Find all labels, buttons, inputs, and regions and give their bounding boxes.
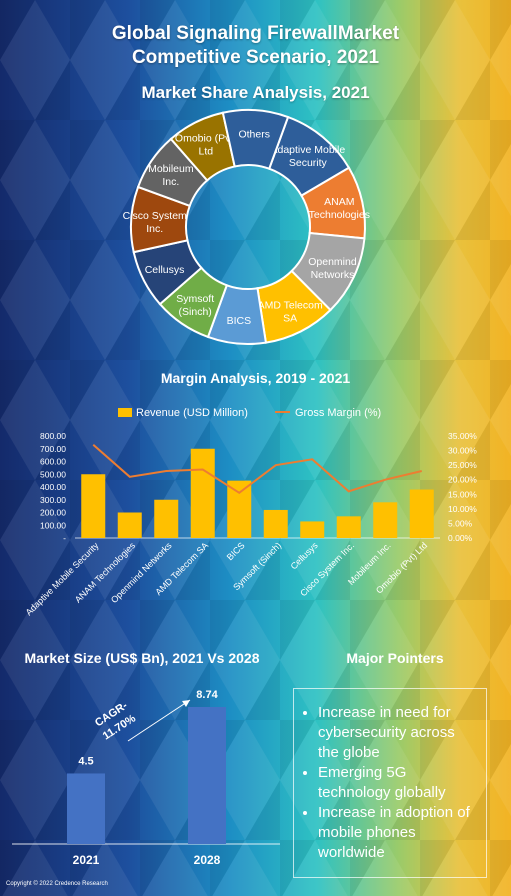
page-title-line2: Competitive Scenario, 2021 [131,47,380,68]
market-size-category-label: 2021 [73,853,100,867]
market-size-bar [188,707,226,844]
donut-slice-label: Adaptive Mobile Security [270,144,345,169]
revenue-bar [81,474,106,538]
y-axis-tick-label: 400.00 [40,482,66,492]
y-axis-tick-label: 500.00 [40,469,66,479]
donut-slice-label: Cellusys [145,264,185,276]
y2-axis-tick-label: 30.00% [448,446,477,456]
pointer-item: Emerging 5G technology globally [318,763,478,803]
y2-axis-tick-label: 20.00% [448,475,477,485]
donut-slice-label: AMD Telecom SA [258,299,323,324]
x-axis-category-label: Cellusys [289,540,320,571]
pointer-item: Increase in need for cybersecurity acros… [318,703,478,763]
x-axis-category-label: ANAM Technologies [73,540,138,605]
y-axis-tick-label: 200.00 [40,508,66,518]
y-axis-tick-label: - [63,533,66,543]
y2-axis-tick-label: 35.00% [448,431,477,441]
market-size-value-label: 4.5 [78,755,93,767]
market-size-bar [67,773,105,844]
market-size-title: Market Size (US$ Bn), 2021 Vs 2028 [24,650,260,666]
market-size-category-label: 2028 [194,853,221,867]
legend-swatch-revenue [118,408,132,417]
y2-axis-tick-label: 10.00% [448,504,477,514]
y-axis-tick-label: 300.00 [40,495,66,505]
revenue-bar [263,509,288,538]
donut-slice-label: BICS [227,315,252,327]
market-share-donut-chart: Adaptive Mobile Security ANAM Technologies O… [123,109,370,345]
revenue-bar [190,448,215,538]
major-pointers-list: Increase in need for cybersecurity acros… [304,703,478,863]
donut-slice-label: ANAM Technologies [309,196,370,221]
pointer-item: Increase in adoption of mobile phones wo… [318,803,478,863]
major-pointers-title: Major Pointers [346,650,444,666]
y2-axis-tick-label: 25.00% [448,460,477,470]
revenue-bar [373,502,398,538]
y-axis-tick-label: 600.00 [40,457,66,467]
x-axis-category-label: Openmind Networks [109,540,174,605]
legend-label-margin: Gross Margin (%) [295,407,381,419]
margin-analysis-chart: Revenue (USD Million) Gross Margin (%) - 10… [24,407,478,617]
page-title-line1: Global Signaling FirewallMarket [111,23,400,44]
y2-axis-tick-label: 5.00% [448,518,473,528]
x-axis-category-label: Adaptive Mobile Security [24,540,101,617]
donut-slice-label: Openmind Networks [308,256,357,281]
revenue-bar [154,499,179,538]
donut-slice-label: Omobio (Pvt) Ltd [175,133,237,158]
y2-axis-tick-label: 15.00% [448,489,477,499]
y-axis-tick-label: 800.00 [40,431,66,441]
y2-axis-tick-label: 0.00% [448,533,473,543]
revenue-bar [300,521,325,538]
donut-slice [221,109,290,171]
revenue-bar [336,516,361,538]
y-axis-tick-label: 700.00 [40,444,66,454]
revenue-bar [117,512,142,538]
market-size-value-label: 8.74 [196,689,218,701]
cagr-arrow-head [182,700,190,707]
cagr-arrow-line [127,699,191,742]
donut-slice-label: Mobileum Inc. [148,163,194,188]
gross-margin-line [92,443,422,495]
x-axis-category-label: BICS [225,540,247,562]
donut-slice-label: Symsoft (Sinch) [176,293,214,318]
donut-slice-label: Cisco System Inc. [123,210,187,235]
revenue-bar [409,489,434,538]
y-axis-tick-label: 100.00 [40,520,66,530]
copyright-text: Copyright © 2022 Credence Research [6,881,108,887]
revenue-bar [227,480,252,538]
major-pointers-box: Increase in need for cybersecurity acros… [293,688,487,878]
donut-slice-label: Others [238,129,270,141]
margin-analysis-title: Margin Analysis, 2019 - 2021 [160,370,351,386]
legend-label-revenue: Revenue (USD Million) [136,407,248,419]
market-share-title: Market Share Analysis, 2021 [141,83,370,102]
